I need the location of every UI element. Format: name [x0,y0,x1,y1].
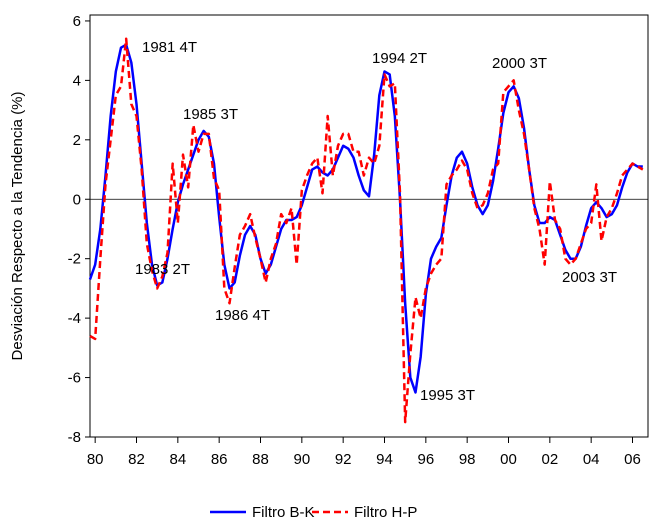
x-tick-label: 82 [128,451,145,468]
y-tick-label: 0 [73,191,81,208]
x-tick-label: 00 [500,451,517,468]
y-axis-label: Desviación Respecto a la Tendencia (%) [9,91,26,360]
x-tick-label: 90 [293,451,310,468]
annotation: 2000 3T [492,55,547,72]
plot-frame [89,14,649,438]
annotation: 1985 3T [183,106,238,123]
series-line [89,37,644,424]
x-tick-label: 06 [624,451,641,468]
x-tick-label: 86 [211,451,228,468]
x-tick-label: 98 [459,451,476,468]
y-tick-label: -6 [68,370,81,387]
x-tick-label: 80 [87,451,104,468]
y-tick-label: 4 [73,72,81,89]
y-tick-label: -4 [68,310,81,327]
y-tick-label: 6 [73,13,81,30]
y-tick-label: -8 [68,429,81,446]
annotation: 1983 2T [135,261,190,278]
annotation: 2003 3T [562,269,617,286]
annotation: 1994 2T [372,50,427,67]
legend-label: Filtro H-P [354,504,417,521]
x-tick-label: 02 [541,451,558,468]
x-tick-label: 84 [169,451,186,468]
annotation: 1995 3T [420,387,475,404]
legend-label: Filtro B-K [252,504,315,521]
annotation: 1981 4T [142,39,197,56]
series-line [88,43,643,394]
x-tick-label: 94 [376,451,393,468]
x-tick-label: 04 [583,451,600,468]
y-tick-label: -2 [68,251,81,268]
x-tick-label: 88 [252,451,269,468]
y-tick-label: 2 [73,132,81,149]
x-tick-label: 92 [335,451,352,468]
x-tick-label: 96 [417,451,434,468]
annotation: 1986 4T [215,307,270,324]
